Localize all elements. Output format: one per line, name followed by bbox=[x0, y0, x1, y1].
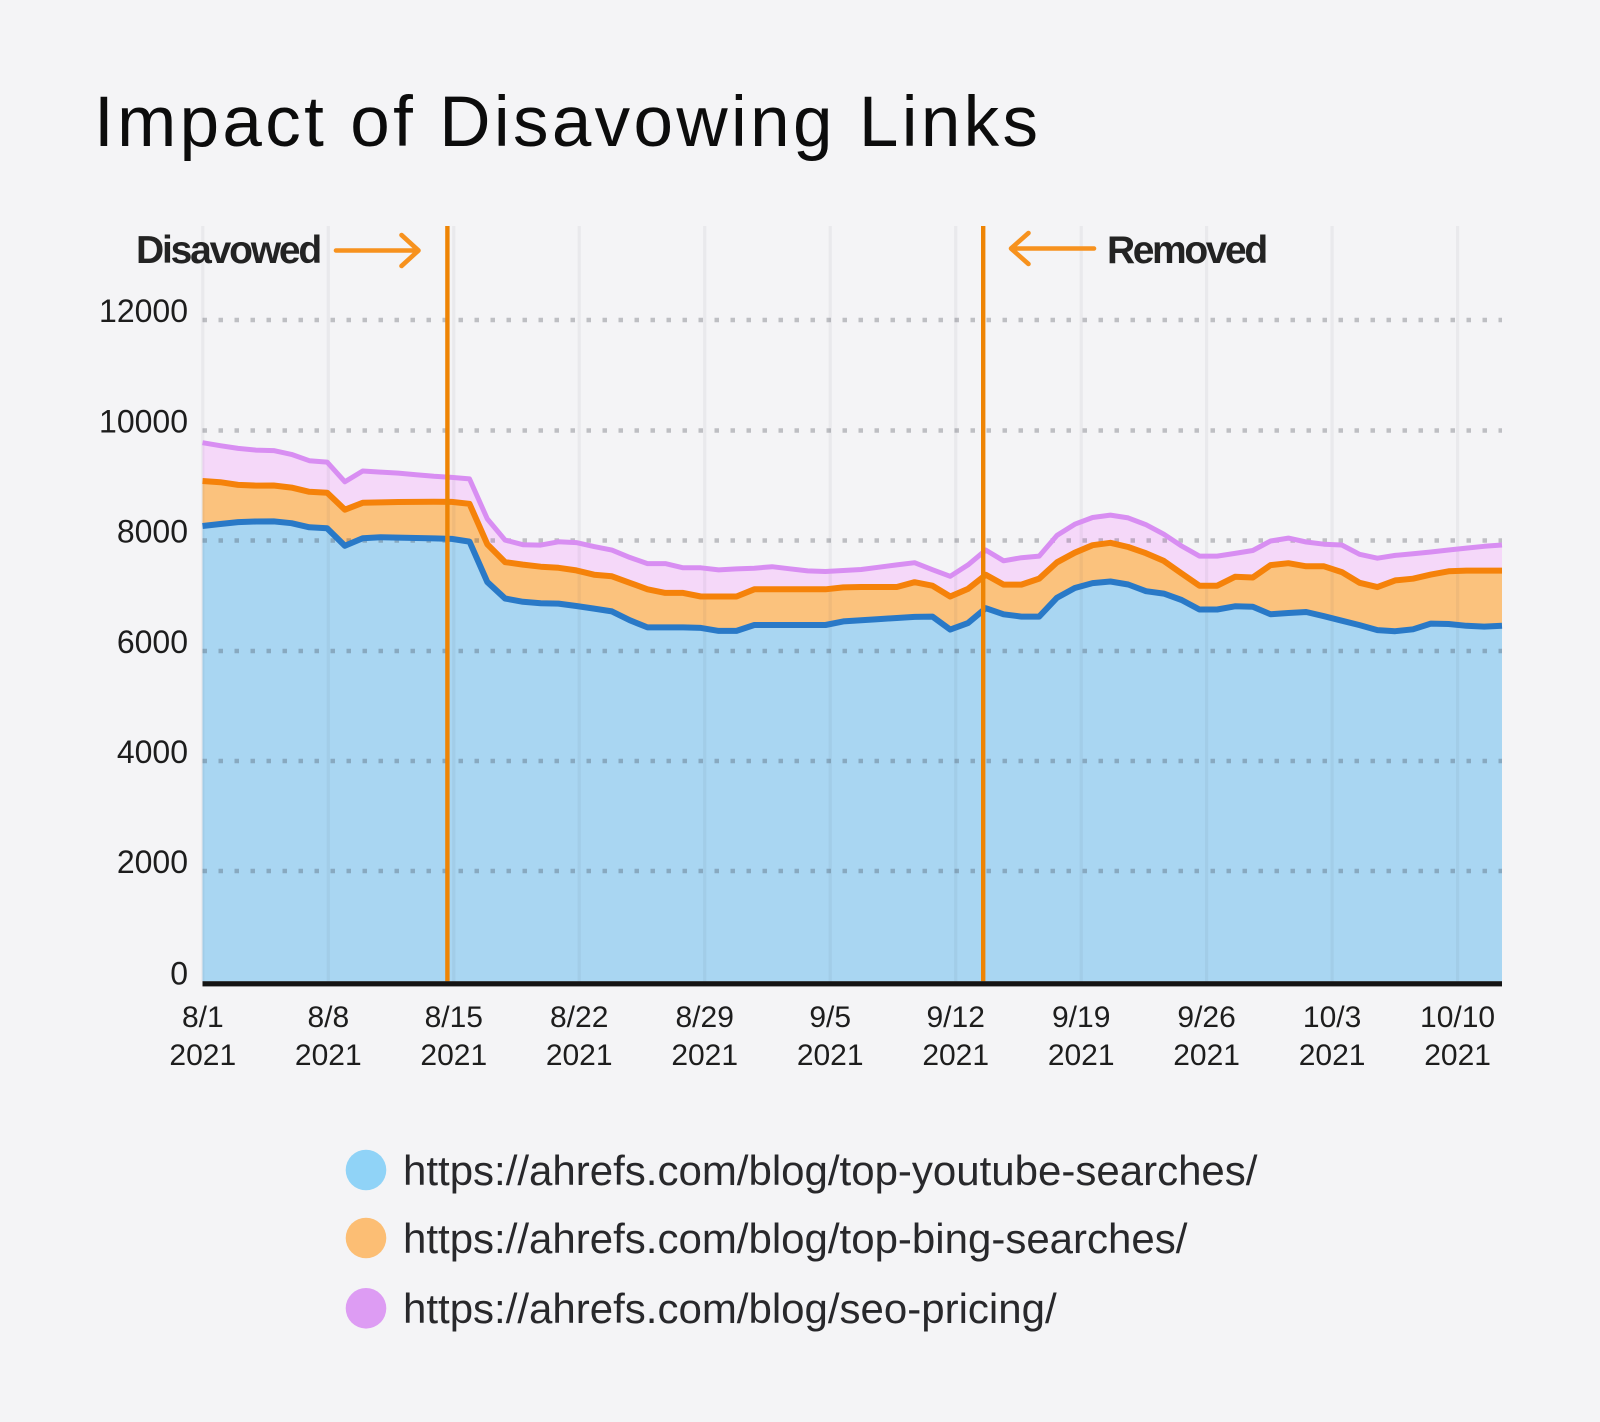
svg-text:Disavowed: Disavowed bbox=[136, 229, 320, 272]
svg-text:2021: 2021 bbox=[1424, 1039, 1491, 1072]
svg-text:9/12: 9/12 bbox=[927, 1001, 985, 1034]
svg-text:Impact of Disavowing Links: Impact of Disavowing Links bbox=[94, 83, 1041, 162]
svg-text:Removed: Removed bbox=[1107, 229, 1266, 272]
svg-text:8/15: 8/15 bbox=[425, 1001, 483, 1034]
svg-text:8/1: 8/1 bbox=[182, 1001, 224, 1034]
svg-text:8000: 8000 bbox=[117, 514, 188, 550]
svg-text:2021: 2021 bbox=[671, 1039, 738, 1072]
svg-text:2021: 2021 bbox=[1048, 1039, 1115, 1072]
svg-text:0: 0 bbox=[170, 955, 188, 991]
svg-text:https://ahrefs.com/blog/top-bi: https://ahrefs.com/blog/top-bing-searche… bbox=[403, 1215, 1188, 1262]
svg-text:2021: 2021 bbox=[797, 1039, 864, 1072]
svg-text:2021: 2021 bbox=[546, 1039, 613, 1072]
svg-text:6000: 6000 bbox=[117, 624, 188, 660]
svg-text:9/26: 9/26 bbox=[1177, 1001, 1235, 1034]
svg-text:2021: 2021 bbox=[420, 1039, 487, 1072]
svg-text:9/19: 9/19 bbox=[1052, 1001, 1110, 1034]
svg-text:8/22: 8/22 bbox=[550, 1001, 608, 1034]
svg-text:4000: 4000 bbox=[117, 734, 188, 770]
svg-text:2021: 2021 bbox=[295, 1039, 362, 1072]
svg-text:10/3: 10/3 bbox=[1303, 1001, 1361, 1034]
svg-text:8/29: 8/29 bbox=[676, 1001, 734, 1034]
svg-text:2021: 2021 bbox=[922, 1039, 989, 1072]
svg-text:12000: 12000 bbox=[99, 293, 188, 329]
svg-text:8/8: 8/8 bbox=[307, 1001, 349, 1034]
svg-text:2000: 2000 bbox=[117, 844, 188, 880]
svg-text:2021: 2021 bbox=[1299, 1039, 1366, 1072]
svg-text:2021: 2021 bbox=[169, 1039, 236, 1072]
svg-text:2021: 2021 bbox=[1173, 1039, 1240, 1072]
svg-text:10/10: 10/10 bbox=[1420, 1001, 1495, 1034]
svg-text:10000: 10000 bbox=[99, 404, 188, 440]
svg-text:https://ahrefs.com/blog/top-yo: https://ahrefs.com/blog/top-youtube-sear… bbox=[403, 1147, 1258, 1194]
svg-text:9/5: 9/5 bbox=[809, 1001, 851, 1034]
svg-text:https://ahrefs.com/blog/seo-pr: https://ahrefs.com/blog/seo-pricing/ bbox=[403, 1285, 1057, 1332]
